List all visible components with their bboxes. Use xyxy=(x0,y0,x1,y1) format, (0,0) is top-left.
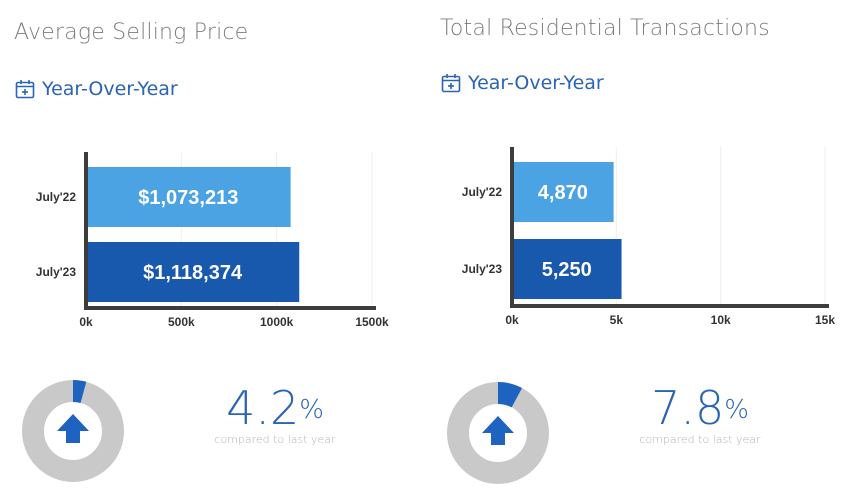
average-selling-price-panel: Average Selling Price Year-Over-Year $1,… xyxy=(14,20,389,482)
total-transactions-bar-chart: 4,870 July'22 5,250 July'23 0k 5k 10k 15k xyxy=(462,147,835,327)
change-caption: compared to last year xyxy=(639,433,761,446)
bar xyxy=(512,239,622,299)
period-label: Year-Over-Year xyxy=(14,78,178,100)
bar-value-label: $1,073,213 xyxy=(138,187,238,209)
calendar-plus-icon xyxy=(15,80,35,99)
bar-value-label: $1,118,374 xyxy=(143,262,243,284)
x-tick-label: 500k xyxy=(168,315,195,329)
x-tick-label: 0k xyxy=(79,315,93,329)
total-residential-transactions-panel: Total Residential Transactions Year-Over… xyxy=(434,0,868,504)
percent-sign: % xyxy=(299,395,324,425)
bar-value-label: 4,870 xyxy=(538,182,588,204)
x-tick-label: 1000k xyxy=(260,315,294,329)
average-selling-price-bar-chart: $1,073,213 July'22 $1,118,374 July'23 0k 500k… xyxy=(36,152,389,329)
x-tick-label: 10k xyxy=(711,313,731,327)
up-arrow-icon xyxy=(474,409,522,457)
category-label: July'22 xyxy=(36,190,77,204)
change-caption: compared to last year xyxy=(214,433,336,446)
period-label: Year-Over-Year xyxy=(440,72,604,94)
period-text: Year-Over-Year xyxy=(468,72,604,94)
change-donut xyxy=(447,382,549,484)
change-stat: 7.8% compared to last year xyxy=(610,383,790,446)
change-value: 4.2% xyxy=(185,383,365,433)
x-tick-label: 0k xyxy=(505,313,519,327)
bar xyxy=(86,242,300,302)
x-tick-label: 1500k xyxy=(355,315,389,329)
change-number: 7.8 xyxy=(651,381,725,435)
bar xyxy=(86,167,291,227)
panel-title: Average Selling Price xyxy=(14,20,249,45)
category-label: July'23 xyxy=(462,262,503,276)
donut-change-arc xyxy=(72,380,87,404)
bar xyxy=(512,162,614,222)
change-number: 4.2 xyxy=(226,381,300,435)
change-stat: 4.2% compared to last year xyxy=(185,383,365,446)
category-label: July'23 xyxy=(36,265,77,279)
calendar-plus-icon xyxy=(441,74,461,93)
percent-sign: % xyxy=(724,395,749,425)
bar-value-label: 5,250 xyxy=(542,259,592,281)
x-tick-label: 15k xyxy=(815,313,835,327)
category-label: July'22 xyxy=(462,185,503,199)
donut-change-arc xyxy=(497,382,523,408)
change-donut xyxy=(22,380,124,482)
period-text: Year-Over-Year xyxy=(42,78,178,100)
up-arrow-icon xyxy=(49,407,97,455)
panel-title: Total Residential Transactions xyxy=(440,16,770,41)
x-tick-label: 5k xyxy=(610,313,624,327)
change-value: 7.8% xyxy=(610,383,790,433)
